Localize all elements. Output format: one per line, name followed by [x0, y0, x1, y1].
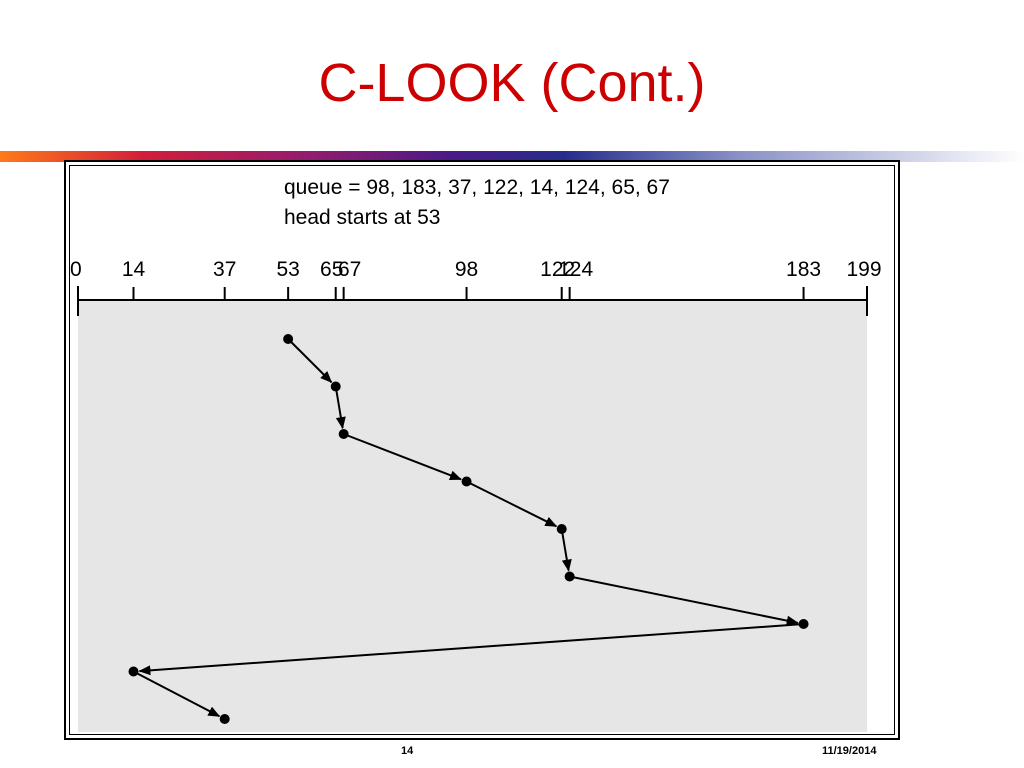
path-segment-124-to-183	[569, 575, 799, 626]
axis-label-0: 0	[70, 258, 82, 281]
path-segment-65-to-67	[334, 386, 346, 430]
slide-title: C-LOOK (Cont.)	[318, 53, 706, 113]
head-start-text: head starts at 53	[284, 206, 440, 229]
path-segment-14-to-37	[133, 670, 221, 718]
axis-label-98: 98	[455, 258, 478, 281]
path-segment-67-to-98	[343, 433, 462, 481]
axis-label-124: 124	[558, 258, 593, 281]
path-segment-98-to-122	[466, 480, 558, 528]
head-movement-path	[128, 334, 809, 724]
axis-label-37: 37	[213, 258, 236, 281]
plot-area	[78, 300, 867, 732]
page-number: 14	[401, 745, 414, 757]
path-segment-122-to-124	[560, 528, 572, 572]
axis-label-122: 122	[540, 258, 575, 281]
head-position-183	[798, 619, 809, 629]
head-position-53	[283, 334, 294, 344]
diagram-frame-inner	[69, 165, 895, 735]
title-accent-bar	[0, 151, 1024, 162]
head-position-122	[556, 524, 567, 534]
head-position-65	[330, 381, 341, 392]
head-position-98	[461, 476, 472, 487]
head-position-67	[338, 429, 349, 439]
axis-label-14: 14	[122, 258, 146, 281]
path-segment-183-to-14	[138, 623, 804, 676]
axis-label-53: 53	[276, 258, 299, 281]
queue-text: queue = 98, 183, 37, 122, 14, 124, 65, 6…	[284, 176, 670, 199]
head-position-37	[219, 714, 230, 724]
head-position-124	[564, 571, 575, 582]
head-position-14	[128, 666, 139, 677]
axis-label-67: 67	[338, 258, 361, 281]
slide-date: 11/19/2014	[822, 745, 877, 757]
path-segment-53-to-65	[287, 338, 333, 383]
axis-label-183: 183	[786, 258, 821, 281]
axis-label-199: 199	[846, 258, 881, 281]
axis-label-65: 65	[320, 258, 343, 281]
